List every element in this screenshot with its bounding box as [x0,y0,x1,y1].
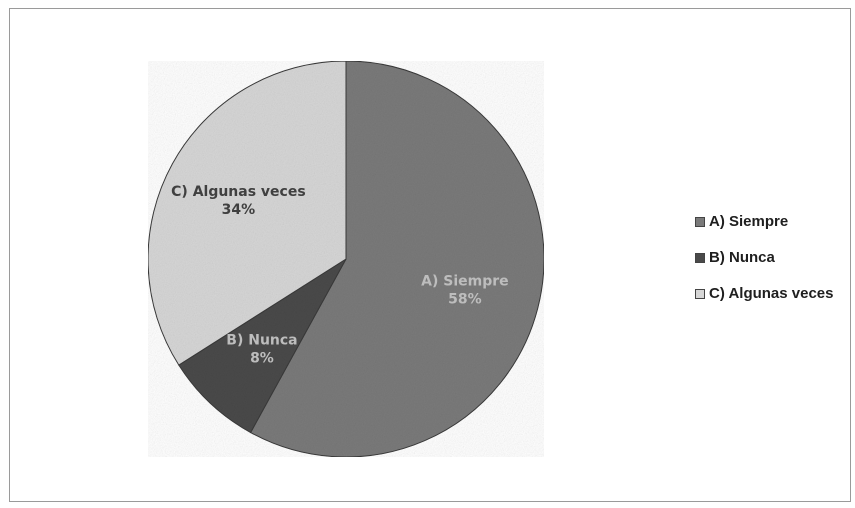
legend-item-siempre: A) Siempre [695,212,834,231]
legend-swatch-nunca [695,252,705,263]
legend-swatch-algunas-veces [695,288,705,299]
legend-label-algunas-veces: C) Algunas veces [709,285,834,302]
slice-percent-algunas-veces: 34% [222,202,256,218]
slice-percent-nunca: 8% [250,350,274,366]
legend-item-algunas-veces: C) Algunas veces [695,284,834,303]
legend-label-siempre: A) Siempre [709,213,789,230]
legend-swatch-siempre [695,216,705,227]
legend-item-nunca: B) Nunca [695,248,834,267]
slice-label-siempre: A) Siempre [421,274,509,290]
legend-label-nunca: B) Nunca [709,249,775,266]
chart-legend: A) Siempre B) Nunca C) Algunas veces [695,212,834,320]
pie-slice-siempre [249,60,545,458]
slice-label-algunas-veces: C) Algunas veces [171,184,306,200]
pie-slice-nunca [178,258,347,434]
slice-label-nunca: B) Nunca [226,332,297,348]
pie-slice-algunas-veces [147,60,347,366]
slice-percent-siempre: 58% [448,292,482,308]
